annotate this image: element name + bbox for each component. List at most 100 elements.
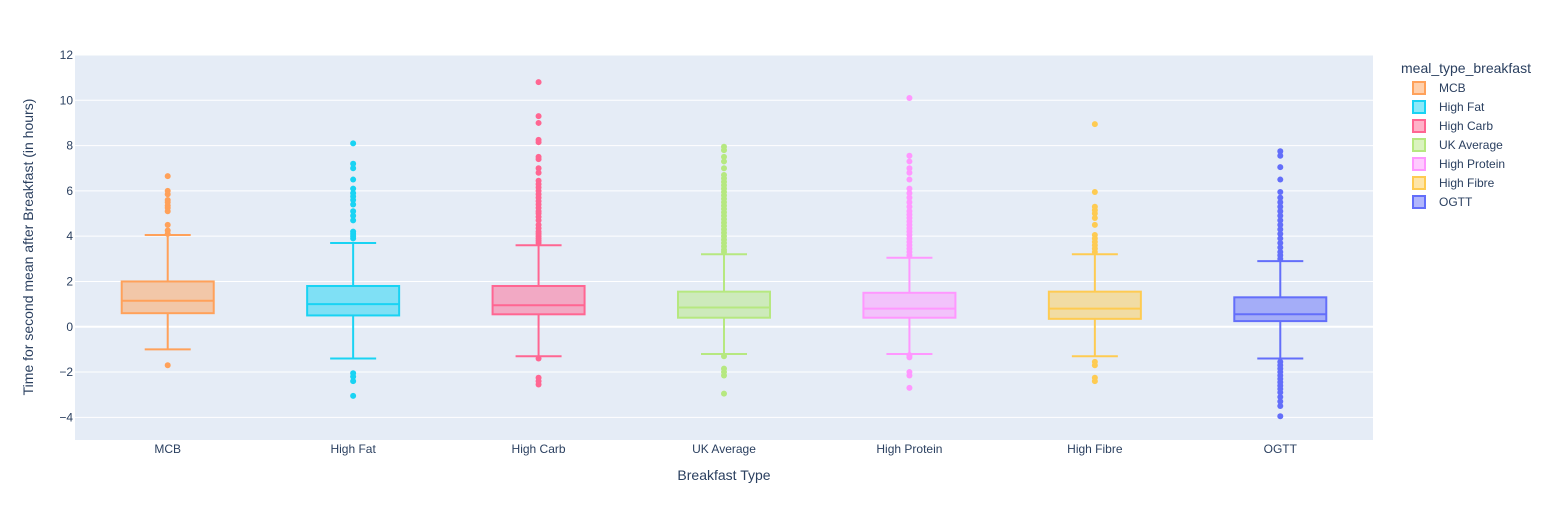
outlier-point <box>350 212 357 219</box>
outlier-point <box>721 143 727 150</box>
outlier-point <box>535 136 542 143</box>
legend-item-high-fibre: High Fibre <box>1412 176 1495 190</box>
iqr-box <box>1047 290 1142 320</box>
outlier-point <box>1277 230 1284 237</box>
outlier-point <box>1277 358 1284 365</box>
outlier-point <box>350 185 357 192</box>
outlier-point <box>535 169 542 176</box>
outlier-point <box>1091 189 1098 196</box>
outlier-point <box>1277 199 1284 206</box>
x-axis-title: Breakfast Type <box>677 467 770 483</box>
x-tick-label: OGTT <box>1264 442 1298 456</box>
legend-swatch <box>1412 176 1426 190</box>
outlier-point <box>1277 226 1284 233</box>
outlier-point <box>535 165 542 172</box>
outlier-point <box>535 374 542 381</box>
outlier-point <box>906 185 913 192</box>
outlier-point <box>1277 189 1284 196</box>
outlier-point <box>350 176 357 183</box>
outlier-point <box>1277 194 1284 201</box>
outlier-point <box>906 199 913 206</box>
outlier-point <box>721 172 727 179</box>
outlier-point <box>721 158 727 165</box>
legend-swatch <box>1412 157 1426 171</box>
outlier-point <box>1277 393 1284 400</box>
outlier-point <box>350 190 357 197</box>
outlier-point <box>1277 208 1284 215</box>
iqr-box <box>862 291 957 319</box>
outlier-point <box>906 352 913 359</box>
outlier-point <box>906 158 913 165</box>
outlier-point <box>164 362 171 369</box>
outlier-point <box>164 196 171 203</box>
outlier-point <box>721 390 727 397</box>
y-axis-ticks: −4 −2 0 2 4 6 8 10 12 <box>59 48 73 424</box>
box-trace-uk-average <box>677 143 771 397</box>
y-tick-label: 8 <box>66 139 73 153</box>
box-trace-high-fat <box>306 140 401 399</box>
x-tick-label: UK Average <box>692 442 756 456</box>
outlier-point <box>164 221 171 228</box>
outlier-point <box>721 353 727 360</box>
outlier-point <box>350 140 357 147</box>
outlier-point <box>1091 221 1098 228</box>
legend-swatch <box>1412 100 1426 114</box>
outlier-point <box>721 165 727 172</box>
iqr-box <box>1233 296 1328 323</box>
outlier-point <box>1091 215 1098 222</box>
outlier-point <box>535 177 542 184</box>
outlier-point <box>350 378 357 385</box>
box-trace-high-protein <box>862 95 957 391</box>
y-tick-label: 2 <box>66 274 73 288</box>
legend-swatch <box>1412 81 1426 95</box>
outlier-point <box>164 187 171 194</box>
iqr-box <box>306 285 401 317</box>
outlier-point <box>350 228 357 235</box>
outlier-point <box>350 217 357 224</box>
legend-item-high-fat: High Fat <box>1412 100 1485 114</box>
x-axis-ticks: MCB High Fat High Carb UK Average High Prote… <box>154 442 1297 456</box>
outlier-point <box>906 384 913 391</box>
outlier-point <box>906 169 913 176</box>
box-trace-ogtt <box>1233 148 1328 420</box>
y-tick-label: −2 <box>59 365 73 379</box>
outlier-point <box>535 221 542 228</box>
legend-swatch <box>1412 138 1426 152</box>
outlier-point <box>535 119 542 126</box>
outlier-point <box>1277 164 1284 171</box>
outlier-point <box>350 201 357 208</box>
y-tick-label: 0 <box>66 320 73 334</box>
y-tick-label: −4 <box>59 410 73 424</box>
outlier-point <box>350 160 357 167</box>
iqr-box <box>677 290 771 319</box>
legend-item-uk-average: UK Average <box>1412 138 1503 152</box>
legend-label: High Fat <box>1439 100 1485 114</box>
outlier-point <box>906 194 913 201</box>
legend-item-high-protein: High Protein <box>1412 157 1505 171</box>
x-tick-label: High Fat <box>330 442 376 456</box>
iqr-box <box>491 285 586 316</box>
boxes <box>120 79 1328 420</box>
outlier-point <box>1277 217 1284 224</box>
outlier-point <box>535 153 542 160</box>
legend-swatch <box>1412 119 1426 133</box>
outlier-point <box>906 165 913 172</box>
outlier-point <box>164 227 171 234</box>
outlier-point <box>1277 403 1284 410</box>
legend-item-mcb: MCB <box>1412 81 1466 95</box>
outlier-point <box>906 152 913 159</box>
box-trace-high-fibre <box>1047 121 1142 385</box>
outlier-point <box>535 355 542 362</box>
legend-item-ogtt: OGTT <box>1412 195 1473 209</box>
legend-item-high-carb: High Carb <box>1412 119 1493 133</box>
outlier-point <box>1277 152 1284 159</box>
outlier-point <box>1277 249 1284 256</box>
legend-title: meal_type_breakfast <box>1401 60 1531 76</box>
outlier-point <box>535 113 542 120</box>
outlier-point <box>1277 239 1284 246</box>
outlier-point <box>906 95 913 102</box>
outlier-point <box>1277 235 1284 242</box>
outlier-point <box>906 208 913 215</box>
legend-label: High Carb <box>1439 119 1493 133</box>
